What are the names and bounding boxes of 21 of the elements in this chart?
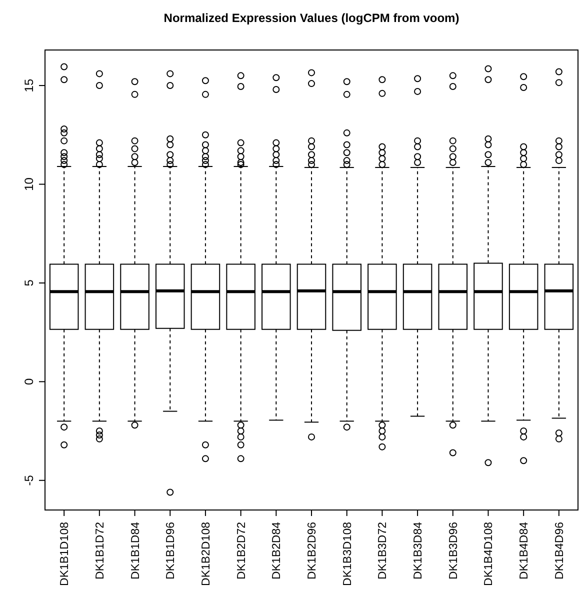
x-tick-label: DK1B1D72 [94, 522, 106, 580]
x-tick-label: DK1B4D84 [518, 521, 531, 580]
x-tick-label: DK1B1D84 [130, 521, 142, 580]
x-tick-label: DK1B1D96 [165, 522, 178, 580]
y-tick-label: -5 [22, 474, 36, 486]
x-tick-label: DK1B2D108 [200, 522, 212, 586]
y-tick-label: 5 [22, 279, 36, 286]
x-tick-label: DK1B3D72 [377, 522, 390, 580]
y-tick-label: 15 [22, 78, 36, 92]
x-tick-label: DK1B4D96 [554, 522, 566, 580]
x-tick-label: DK1B3D108 [342, 522, 354, 586]
x-tick-label: DK1B3D84 [412, 521, 425, 580]
y-tick-label: 0 [22, 378, 36, 386]
x-tick-label: DK1B2D96 [306, 522, 318, 580]
x-tick-label: DK1B3D96 [448, 522, 460, 580]
x-tick-label: DK1B4D108 [483, 522, 496, 586]
chart-title: Normalized Expression Values (logCPM from voom) [164, 11, 460, 25]
x-tick-label: DK1B1D108 [59, 522, 72, 586]
y-tick-label: 10 [22, 177, 36, 191]
x-tick-label: DK1B2D72 [236, 522, 248, 580]
x-tick-label: DK1B2D84 [271, 521, 284, 580]
